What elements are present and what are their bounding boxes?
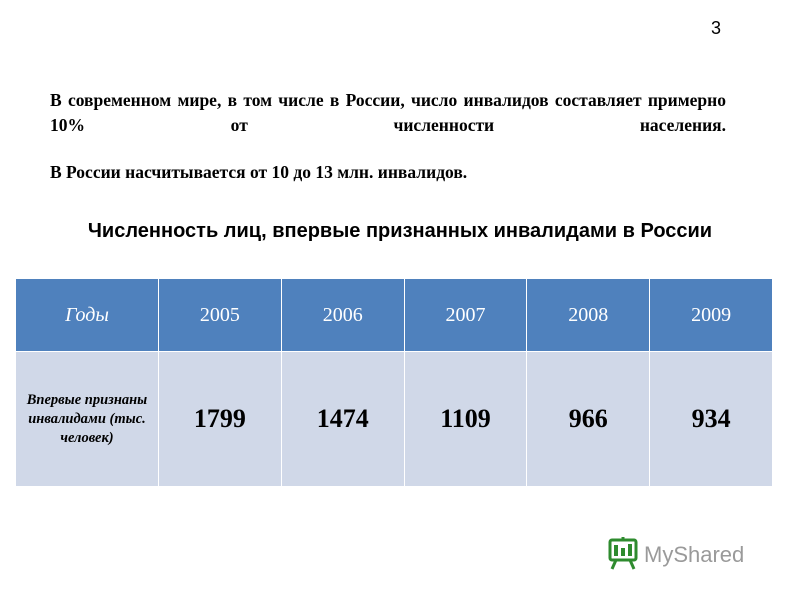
header-cell-year: 2008 bbox=[526, 278, 651, 352]
myshared-logo-icon: MyShared bbox=[608, 537, 744, 570]
disability-statistics-table: Годы 2005 2006 2007 2008 2009 Впервые пр… bbox=[15, 278, 773, 487]
value-cell: 934 bbox=[649, 351, 773, 487]
header-cell-year: 2007 bbox=[403, 278, 528, 352]
value-cell: 1799 bbox=[158, 351, 282, 487]
value-cell: 1474 bbox=[280, 351, 405, 487]
header-cell-year: 2006 bbox=[280, 278, 405, 352]
watermark-logo: MyShared bbox=[604, 536, 764, 572]
intro-line-1: В современном мире, в том числе в России… bbox=[50, 90, 726, 135]
header-cell-year: 2005 bbox=[158, 278, 282, 352]
table-data-row: Впервые признаны инвалидами (тыс. челове… bbox=[15, 351, 773, 487]
intro-line-2: В России насчитывается от 10 до 13 млн. … bbox=[50, 162, 468, 182]
header-cell-years: Годы bbox=[15, 278, 159, 352]
row-label-cell: Впервые признаны инвалидами (тыс. челове… bbox=[15, 351, 159, 487]
table-header-row: Годы 2005 2006 2007 2008 2009 bbox=[15, 278, 773, 352]
value-cell: 966 bbox=[526, 351, 651, 487]
header-cell-year: 2009 bbox=[649, 278, 773, 352]
page-number: 3 bbox=[710, 18, 721, 38]
watermark-text: MyShared bbox=[644, 542, 744, 567]
value-cell: 1109 bbox=[403, 351, 528, 487]
intro-text: В современном мире, в том числе в России… bbox=[50, 88, 726, 185]
table-title: Численность лиц, впервые признанных инва… bbox=[87, 220, 713, 242]
